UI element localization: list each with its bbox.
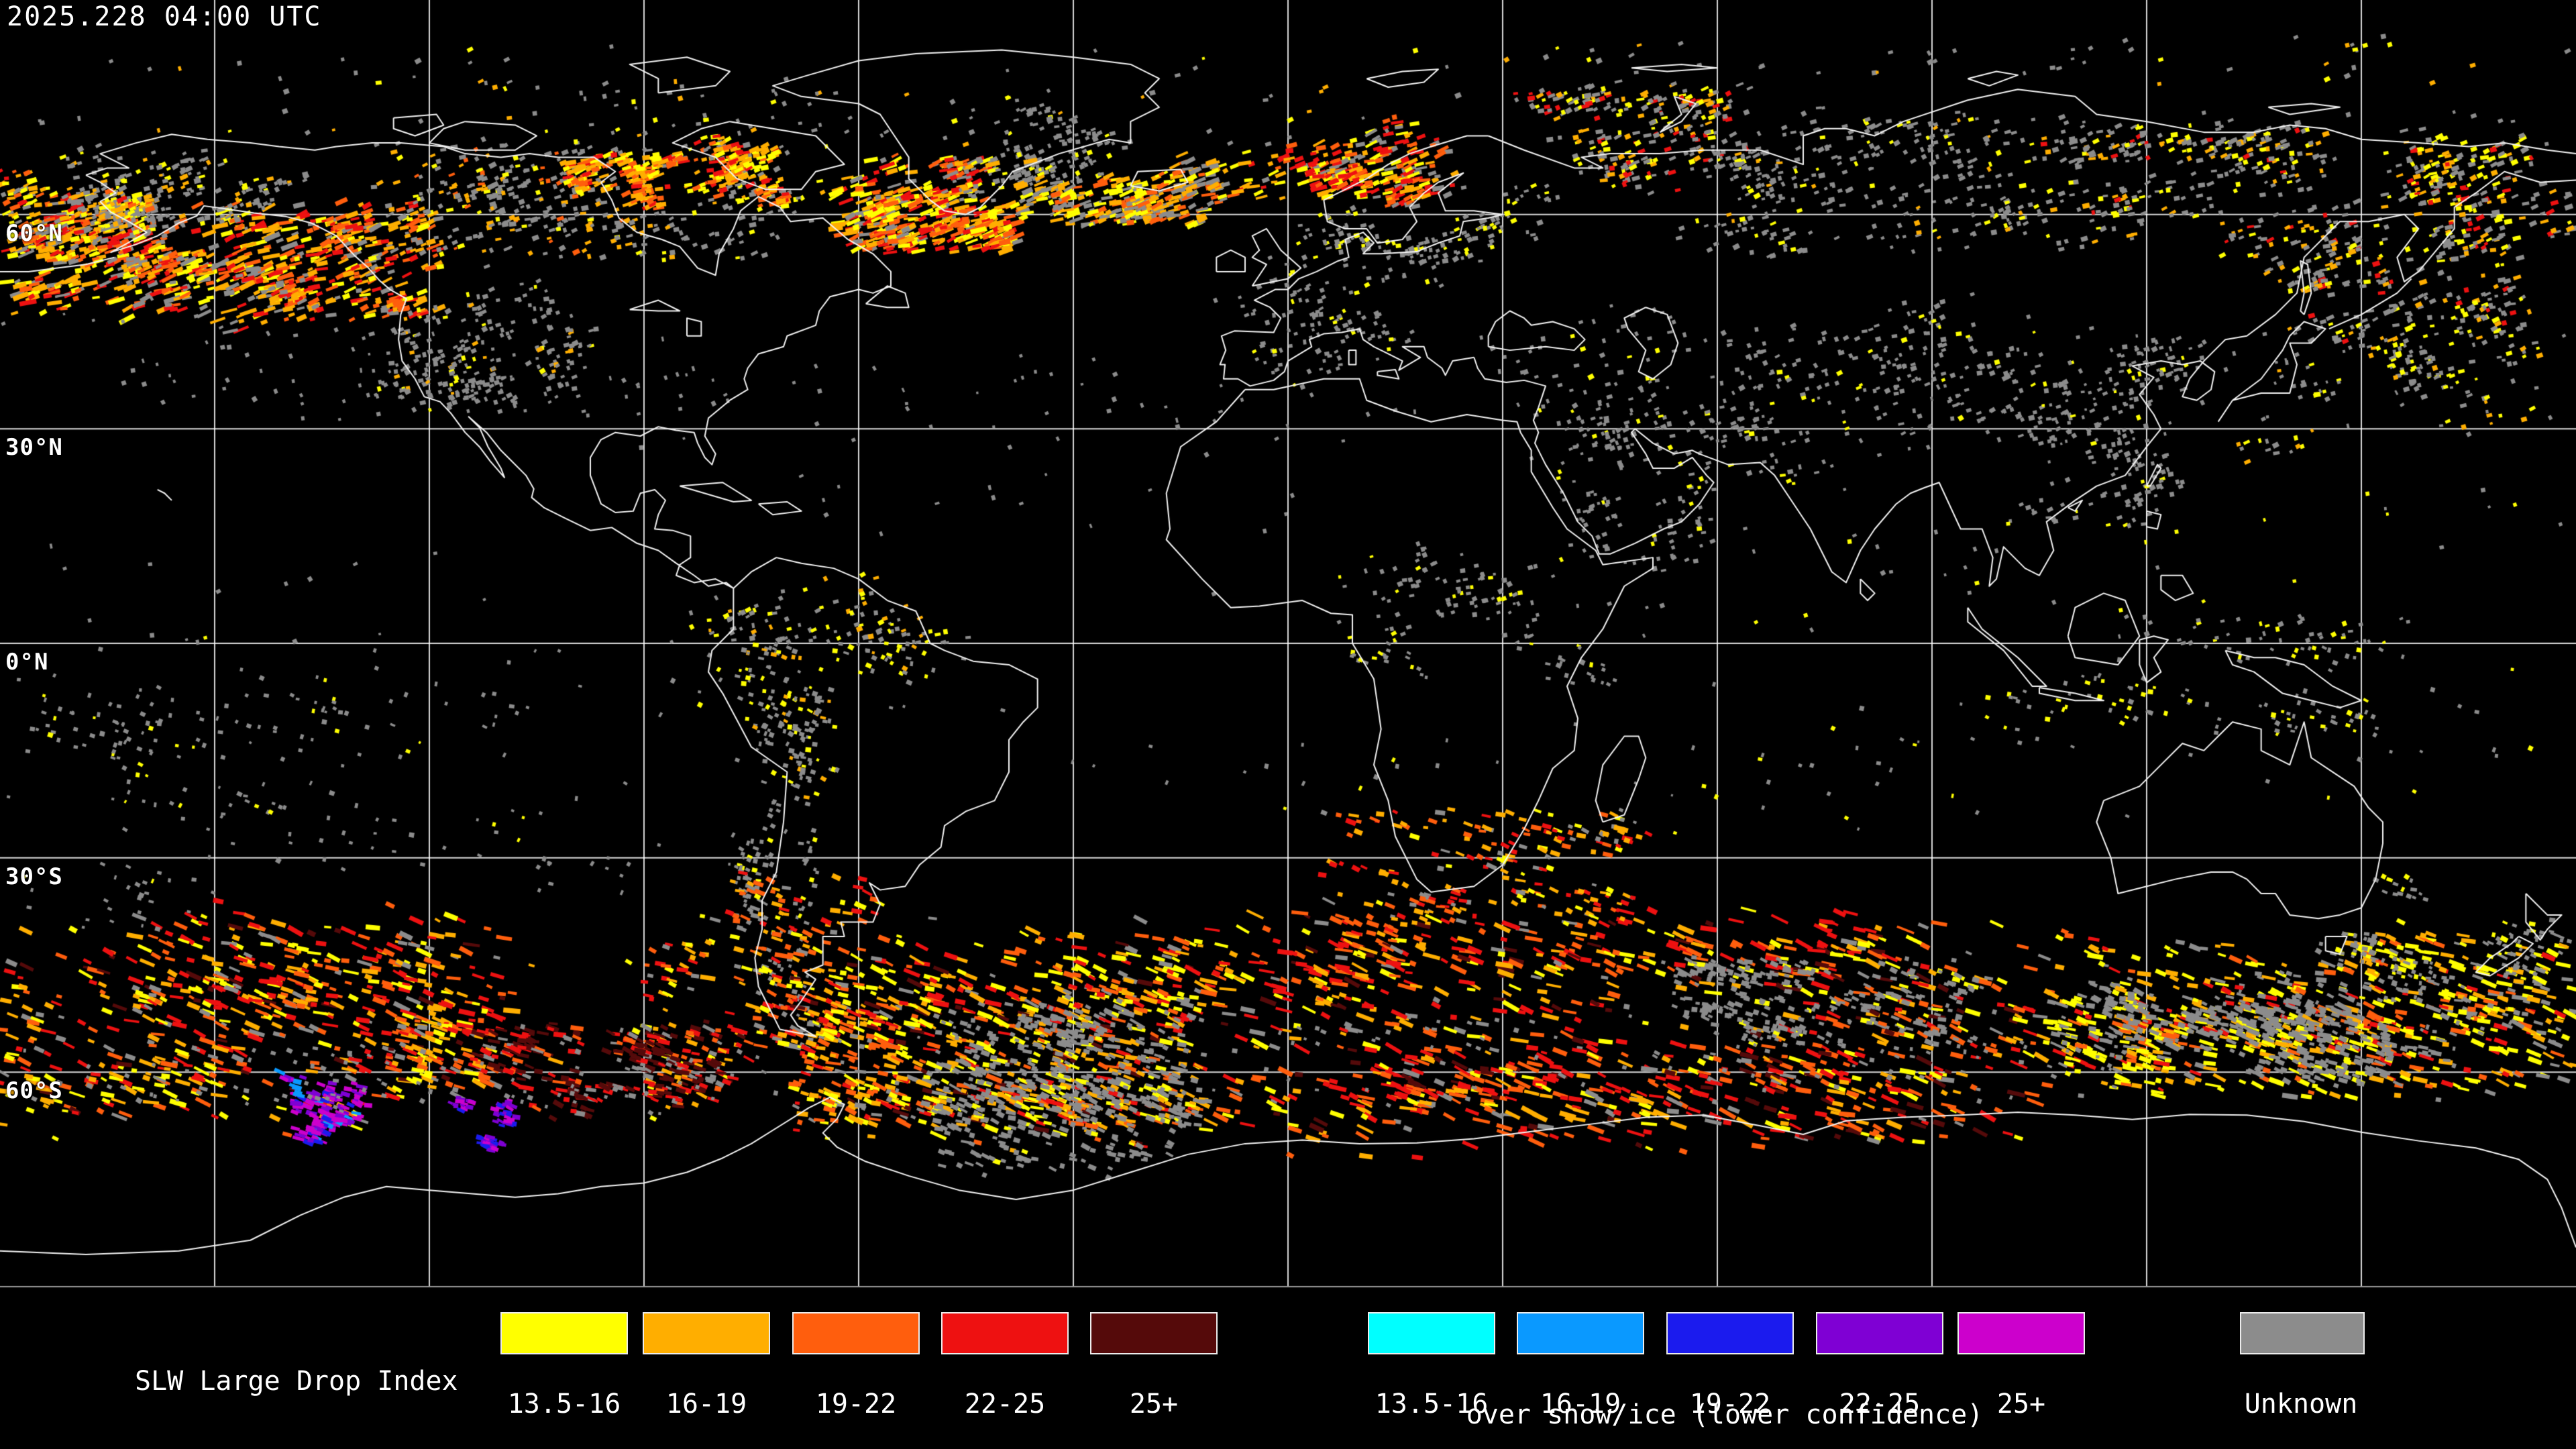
legend-item-std-25plus: 25+	[1090, 1312, 1218, 1419]
legend-item-ice-16-19: 16-19	[1517, 1312, 1644, 1419]
legend-item-ice-25plus: 25+	[1957, 1312, 2085, 1419]
swatch-std-13.5-16	[500, 1312, 628, 1354]
legend-item-ice-19-22: 19-22	[1666, 1312, 1794, 1419]
legend-caption-snow-ice: over snow/ice (lower confidence)	[1466, 1399, 1984, 1430]
legend-label: 19-22	[815, 1389, 897, 1419]
latitude-label-0n: 0°N	[5, 649, 49, 676]
swatch-std-16-19	[643, 1312, 770, 1354]
legend-label: 22-25	[1839, 1389, 1921, 1419]
latitude-label-60s: 60°S	[5, 1077, 63, 1105]
timestamp: 2025.228 04:00 UTC	[7, 1, 322, 32]
legend-item-ice-13.5-16: 13.5-16	[1368, 1312, 1495, 1419]
swatch-std-22-25	[941, 1312, 1069, 1354]
swatch-unknown	[2240, 1312, 2365, 1354]
swatch-ice-22-25	[1816, 1312, 1943, 1354]
swatch-std-19-22	[792, 1312, 920, 1354]
legend-label: 16-19	[665, 1389, 747, 1419]
legend-item-std-22-25: 22-25	[941, 1312, 1069, 1419]
latitude-label-60n: 60°N	[5, 219, 63, 247]
legend-label: 22-25	[964, 1389, 1046, 1419]
legend-label: 13.5-16	[1375, 1389, 1489, 1419]
swatch-ice-13.5-16	[1368, 1312, 1495, 1354]
latitude-label-30n: 30°N	[5, 434, 63, 462]
swatch-ice-16-19	[1517, 1312, 1644, 1354]
legend-label: 16-19	[1540, 1389, 1621, 1419]
legend-item-std-16-19: 16-19	[643, 1312, 770, 1419]
legend-item-unknown: Unknown	[2240, 1312, 2367, 1419]
legend-item-std-19-22: 19-22	[792, 1312, 920, 1419]
legend-label: 13.5-16	[507, 1389, 621, 1419]
swatch-std-25plus	[1090, 1312, 1218, 1354]
legend-title: SLW Large Drop Index	[135, 1366, 458, 1397]
legend-label: 19-22	[1689, 1389, 1771, 1419]
legend-label: 25+	[1996, 1389, 2046, 1419]
legend-item-std-13.5-16: 13.5-16	[500, 1312, 628, 1419]
latitude-label-30s: 30°S	[5, 863, 63, 890]
swatch-ice-19-22	[1666, 1312, 1794, 1354]
map-canvas	[0, 0, 2576, 1288]
legend-label: Unknown	[2244, 1389, 2358, 1419]
world-map: 2025.228 04:00 UTC 60°N 30°N 0°N 30°S 60…	[0, 0, 2576, 1288]
swatch-ice-25plus	[1957, 1312, 2085, 1354]
legend-item-ice-22-25: 22-25	[1816, 1312, 1943, 1419]
legend: SLW Large Drop Index 13.5-16 16-19 19-22…	[0, 1288, 2576, 1449]
legend-label: 25+	[1129, 1389, 1179, 1419]
